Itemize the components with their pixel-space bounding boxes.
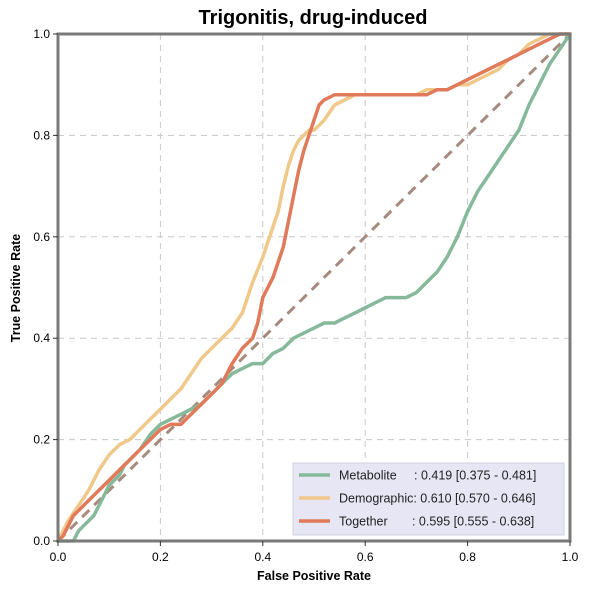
legend-label-demographic: Demographic: 0.610 [0.570 - 0.646] bbox=[339, 492, 536, 506]
legend-box bbox=[292, 462, 565, 536]
x-tick-label: 0.8 bbox=[459, 550, 476, 564]
y-tick-label: 0.2 bbox=[33, 433, 50, 447]
series-line-demographic bbox=[56, 32, 572, 543]
x-tick-label: 0.0 bbox=[50, 550, 67, 564]
y-tick-labels: 0.0 0.2 0.4 0.6 0.8 1.0 bbox=[33, 27, 58, 548]
y-tick-label: 0.8 bbox=[33, 128, 50, 142]
series-line-metabolite bbox=[56, 32, 572, 543]
y-tick-label: 0.0 bbox=[33, 534, 50, 548]
x-tick-labels: 0.0 0.2 0.4 0.6 0.8 1.0 bbox=[50, 541, 579, 564]
x-tick-label: 0.2 bbox=[152, 550, 169, 564]
chart-title: Trigonitis, drug-induced bbox=[199, 7, 428, 29]
y-tick-label: 0.4 bbox=[33, 331, 50, 345]
series-layer bbox=[56, 32, 572, 543]
legend-label-metabolite: Metabolite : 0.419 [0.375 - 0.481] bbox=[339, 469, 536, 483]
x-tick-label: 0.6 bbox=[357, 550, 374, 564]
x-tick-label: 0.4 bbox=[254, 550, 271, 564]
reference-diagonal bbox=[56, 32, 572, 543]
x-tick-label: 1.0 bbox=[562, 550, 579, 564]
y-tick-label: 1.0 bbox=[33, 27, 50, 41]
plot-frame bbox=[56, 32, 572, 543]
y-axis-label: True Positive Rate bbox=[9, 234, 23, 342]
grid bbox=[58, 34, 570, 541]
legend-label-together: Together : 0.595 [0.555 - 0.638] bbox=[339, 515, 534, 529]
series-line-together bbox=[56, 32, 572, 543]
legend: Metabolite : 0.419 [0.375 - 0.481] Demogr… bbox=[292, 462, 565, 536]
y-tick-label: 0.6 bbox=[33, 230, 50, 244]
x-axis-label: False Positive Rate bbox=[257, 569, 371, 583]
